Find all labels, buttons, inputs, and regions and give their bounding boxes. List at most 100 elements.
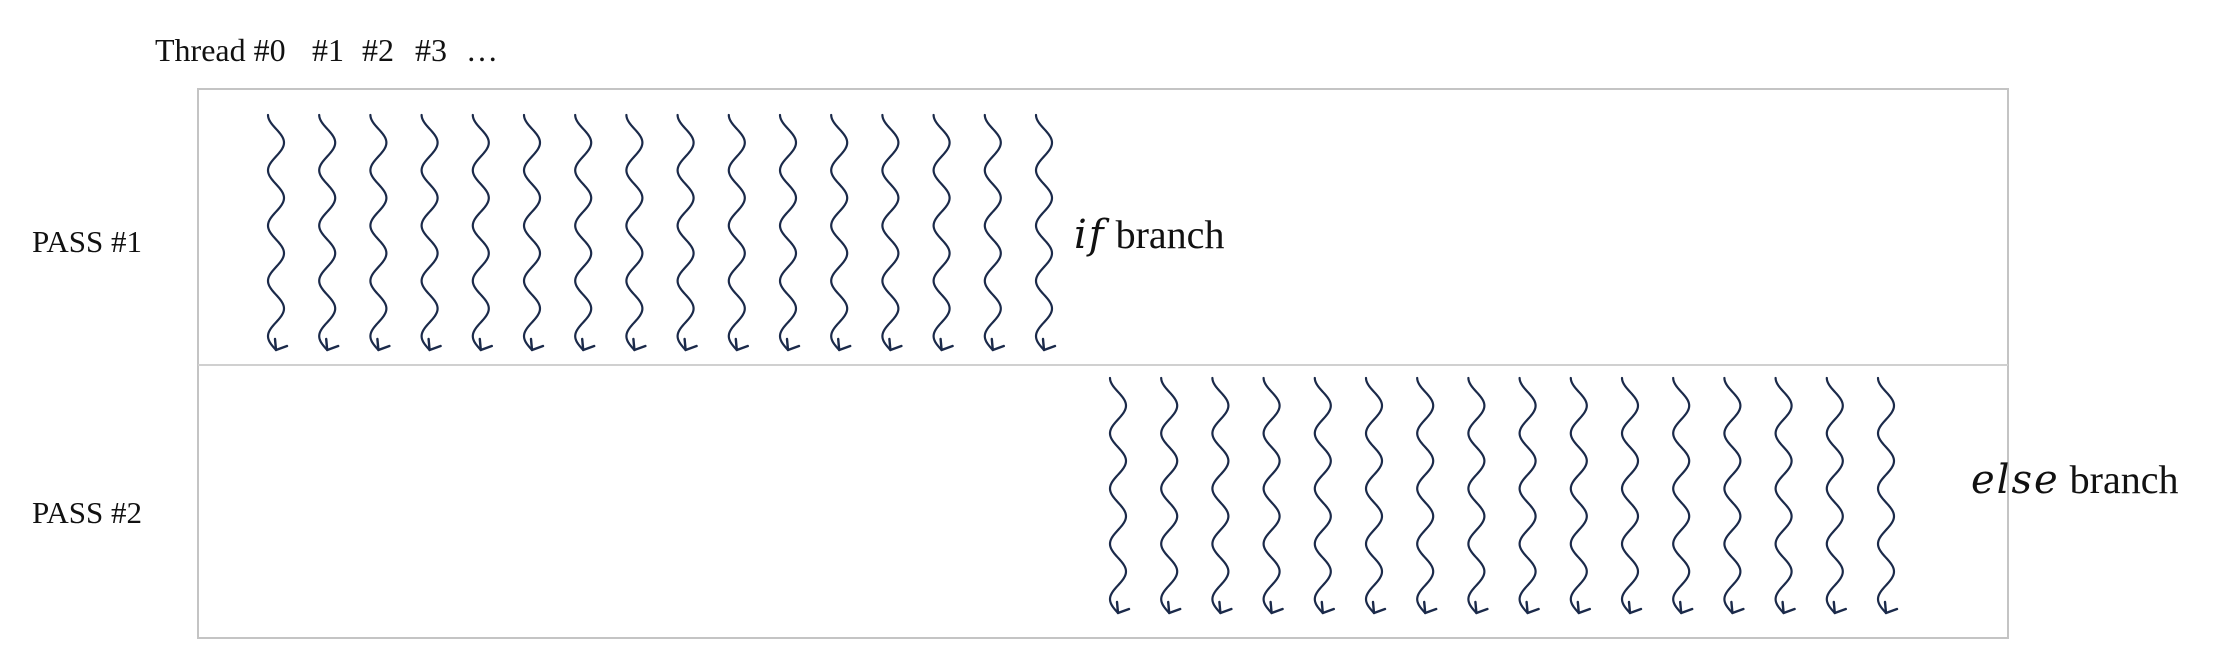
thread-arrowhead (478, 337, 493, 352)
pass-1-thread-4 (471, 113, 493, 352)
pass-1-thread-14 (983, 113, 1005, 352)
pass-2-thread-13 (1774, 376, 1796, 615)
pass-2-thread-6 (1416, 376, 1438, 615)
pass-2-label: PASS #2 (32, 495, 143, 530)
thread-wave-line (266, 113, 286, 352)
thread-wave-line (471, 113, 490, 352)
thread-wave-line (1672, 376, 1691, 615)
else-keyword: else (1971, 457, 2060, 503)
thread-arrowhead (581, 337, 596, 352)
pass-2-thread-1 (1160, 376, 1182, 615)
pass-2-thread-11 (1672, 376, 1694, 615)
pass-2-thread-2 (1211, 376, 1233, 615)
thread-wave-line (574, 113, 593, 352)
thread-wave-line (676, 113, 695, 352)
thread-arrowhead (632, 337, 647, 352)
thread-wave-line (1825, 376, 1844, 615)
thread-wave-line (1416, 376, 1435, 615)
pass-1-thread-8 (676, 113, 698, 352)
frame-border (197, 88, 2009, 639)
thread-wave-line (1034, 113, 1054, 352)
pass-2-thread-0 (1108, 376, 1131, 615)
thread-wave-line (1364, 376, 1384, 615)
thread-arrowhead (1730, 600, 1745, 615)
thread-wave-line (625, 113, 644, 352)
thread-wave-line (1620, 376, 1640, 615)
thread-wave-line (1108, 376, 1128, 615)
else-branch-suffix: branch (2059, 457, 2179, 502)
thread-arrowhead (376, 337, 391, 352)
pass-1-threads (266, 113, 1057, 352)
pass-2-thread-8 (1518, 376, 1540, 615)
thread-wave-line (1774, 376, 1793, 615)
pass-2-thread-4 (1313, 376, 1335, 615)
pass-2-thread-10 (1620, 376, 1643, 615)
pass-1-thread-0 (266, 113, 289, 352)
thread-wave-line (1518, 376, 1537, 615)
pass-1-thread-3 (420, 113, 442, 352)
thread-arrowhead (785, 337, 801, 352)
thread-header-label: Thread #0 (155, 32, 286, 68)
if-keyword: if (1074, 212, 1106, 258)
thread-arrowhead (1883, 600, 1899, 615)
thread-wave-line (830, 113, 849, 352)
thread-arrowhead (939, 337, 954, 352)
thread-wave-line (1160, 376, 1179, 615)
thread-arrowhead (273, 337, 289, 352)
thread-wave-line (1876, 376, 1896, 615)
thread-arrowhead (1218, 600, 1233, 615)
thread-arrowhead (1269, 600, 1284, 615)
thread-index-ellipsis: … (466, 32, 498, 68)
thread-wave-line (1313, 376, 1332, 615)
pass-2-thread-5 (1364, 376, 1387, 615)
pass-1-thread-7 (625, 113, 647, 352)
thread-arrowhead (683, 337, 698, 352)
pass-1-thread-2 (369, 113, 391, 352)
thread-index-3: #3 (415, 32, 447, 68)
thread-arrowhead (837, 337, 852, 352)
thread-arrowhead (1423, 600, 1438, 615)
pass-1-thread-6 (574, 113, 596, 352)
else-branch-label: else branch (1971, 455, 2179, 505)
thread-wave-line (1262, 376, 1281, 615)
thread-arrowhead (888, 337, 903, 352)
thread-arrowhead (990, 337, 1005, 352)
pass-1-thread-10 (778, 113, 801, 352)
pass-2-threads (1108, 376, 1899, 615)
thread-arrowhead (1115, 600, 1131, 615)
thread-arrowhead (427, 337, 442, 352)
thread-wave-line (420, 113, 439, 352)
thread-wave-line (1211, 376, 1230, 615)
thread-wave-line (318, 113, 337, 352)
pass-1-thread-13 (932, 113, 954, 352)
thread-wave-line (369, 113, 388, 352)
thread-wave-line (778, 113, 798, 352)
thread-arrowhead (1474, 600, 1489, 615)
thread-wave-line (983, 113, 1002, 352)
pass-1-thread-11 (830, 113, 852, 352)
thread-arrowhead (1371, 600, 1387, 615)
thread-wave-line (1467, 376, 1486, 615)
pass-2-thread-7 (1467, 376, 1489, 615)
thread-wave-line (932, 113, 951, 352)
pass-1-thread-1 (318, 113, 340, 352)
thread-wave-line (881, 113, 900, 352)
pass-1-thread-9 (727, 113, 749, 352)
thread-arrowhead (1576, 600, 1591, 615)
thread-arrowhead (1041, 337, 1057, 352)
thread-arrowhead (1627, 600, 1643, 615)
thread-arrowhead (1781, 600, 1796, 615)
pass-1-thread-12 (881, 113, 903, 352)
thread-arrowhead (1167, 600, 1182, 615)
thread-index-1: #1 (312, 32, 344, 68)
pass-1-label: PASS #1 (32, 224, 143, 259)
thread-wave-line (1723, 376, 1742, 615)
thread-wave-line (522, 113, 542, 352)
pass-2-thread-9 (1569, 376, 1591, 615)
thread-wave-line (1569, 376, 1588, 615)
pass-1-thread-15 (1034, 113, 1057, 352)
thread-wave-line (727, 113, 746, 352)
pass-2-thread-15 (1876, 376, 1899, 615)
thread-arrowhead (734, 337, 749, 352)
